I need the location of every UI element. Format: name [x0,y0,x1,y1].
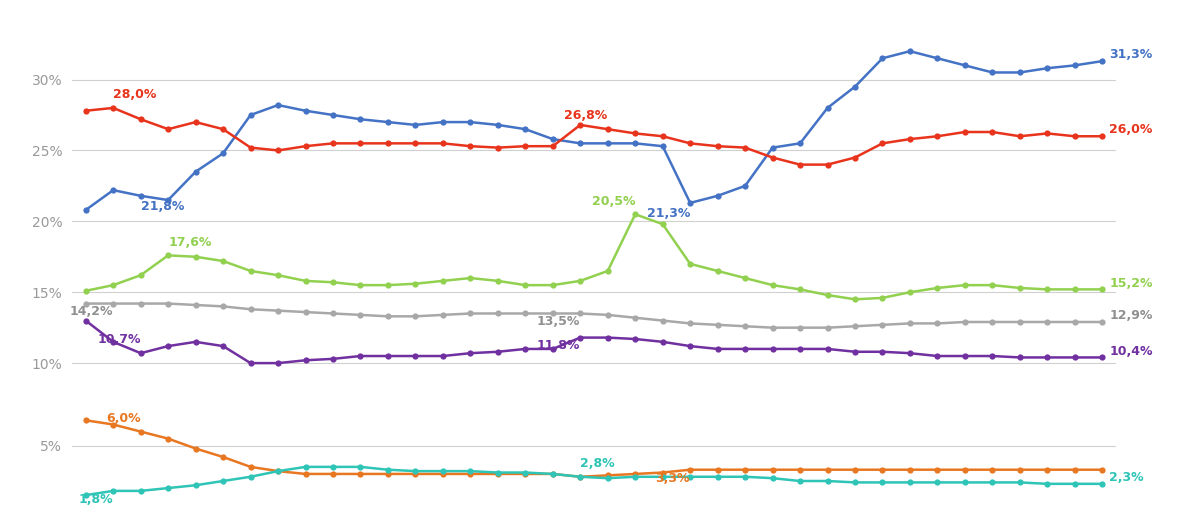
Text: 13,5%: 13,5% [536,314,581,328]
Text: 21,3%: 21,3% [647,207,690,220]
Text: 12,9%: 12,9% [1109,309,1152,322]
Text: 26,0%: 26,0% [1109,123,1152,136]
Text: 10,7%: 10,7% [97,333,140,346]
Text: 10,4%: 10,4% [1109,344,1153,358]
Text: 14,2%: 14,2% [70,304,113,318]
Text: 1,8%: 1,8% [78,494,113,507]
Text: 3,3%: 3,3% [655,472,690,485]
Text: 6,0%: 6,0% [106,412,140,425]
Text: 28,0%: 28,0% [113,88,156,101]
Text: 15,2%: 15,2% [1109,277,1153,290]
Text: 17,6%: 17,6% [168,236,211,249]
Text: 2,8%: 2,8% [581,457,614,470]
Text: 31,3%: 31,3% [1109,48,1152,61]
Text: 26,8%: 26,8% [564,109,607,122]
Text: 11,8%: 11,8% [536,339,581,352]
Text: 2,3%: 2,3% [1109,471,1144,484]
Text: 20,5%: 20,5% [592,195,635,207]
Text: 21,8%: 21,8% [140,200,184,213]
